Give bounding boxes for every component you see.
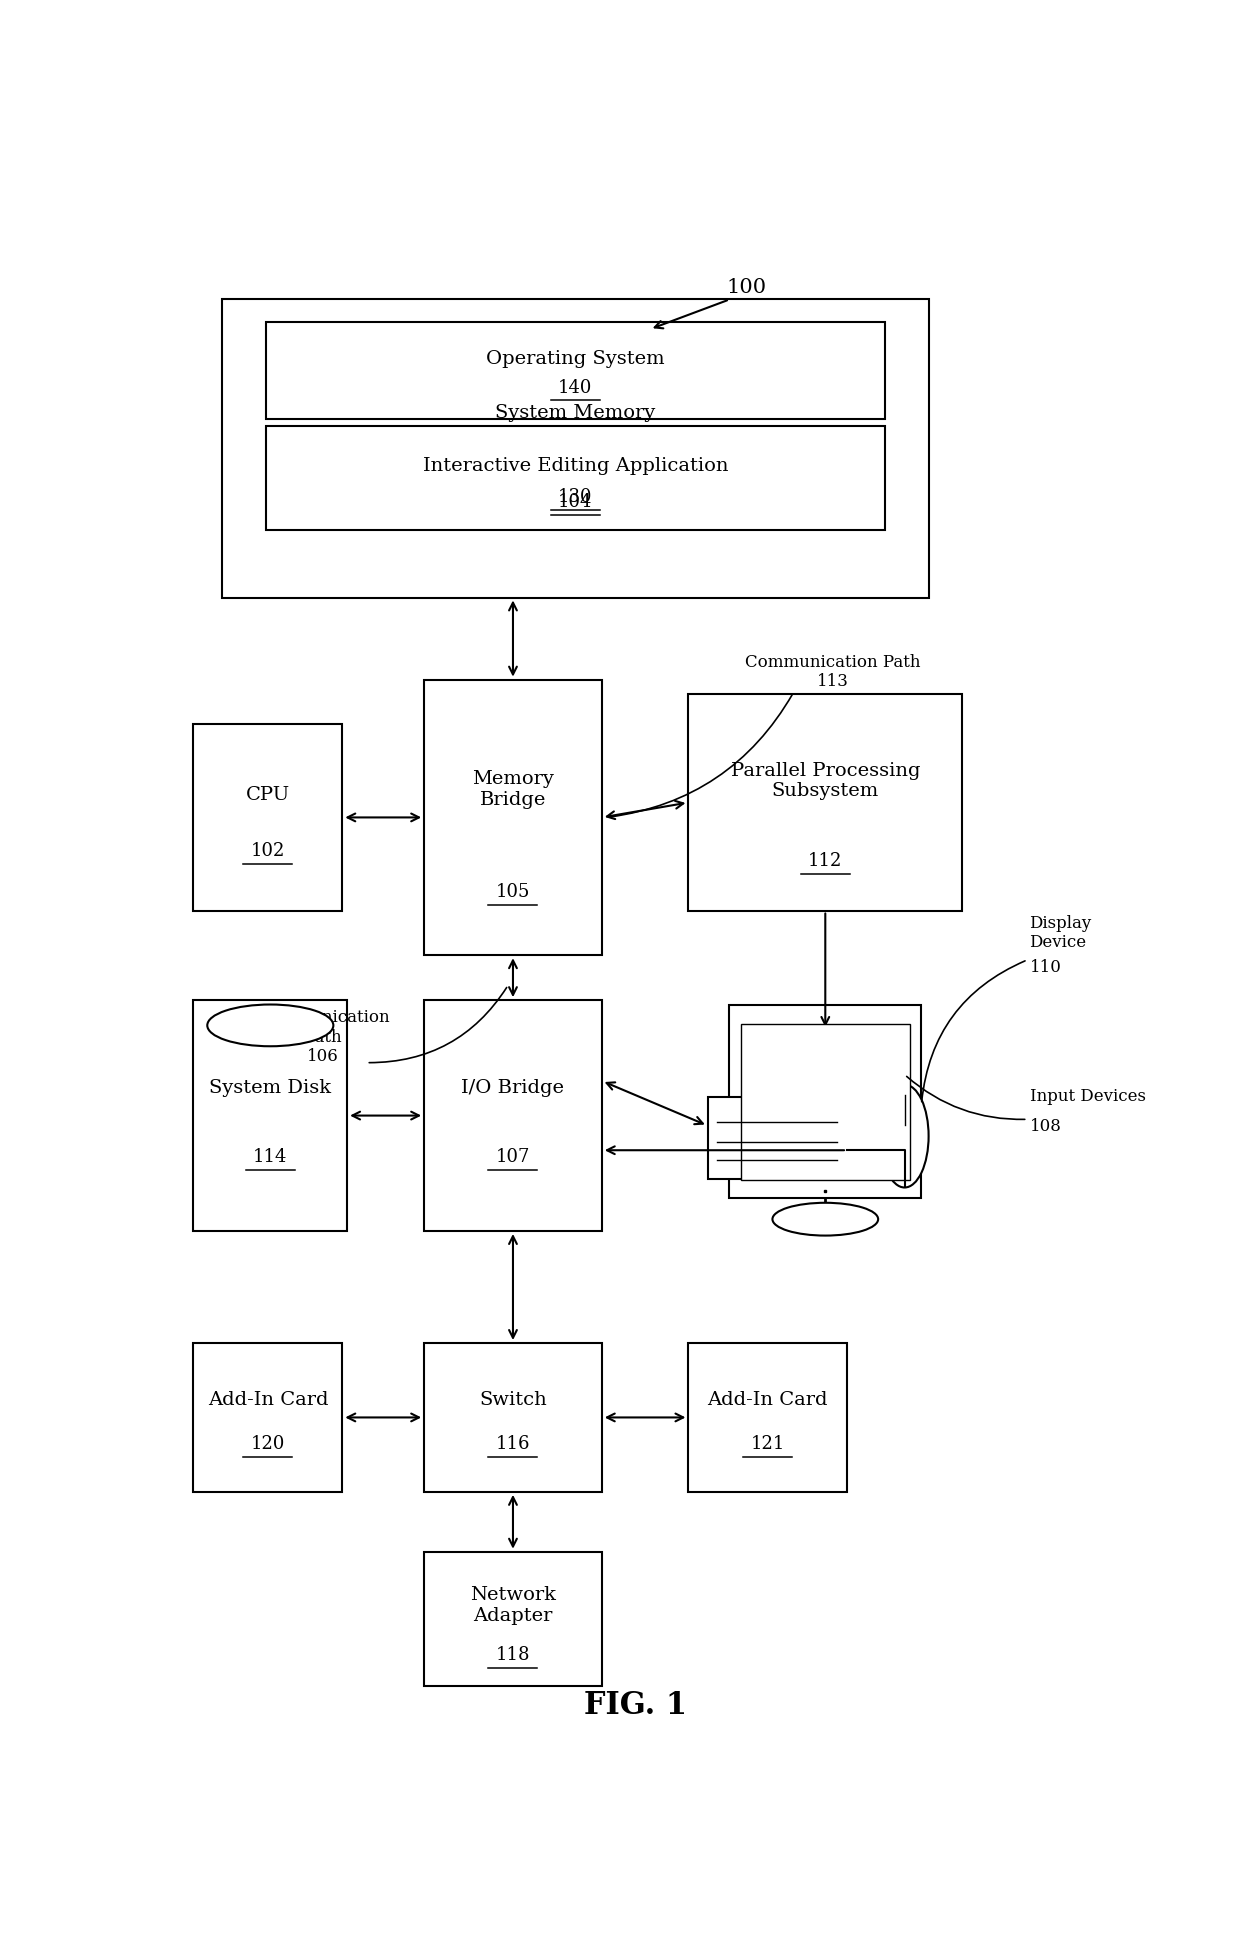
Text: Network
Adapter: Network Adapter <box>470 1586 556 1624</box>
Ellipse shape <box>773 1202 878 1235</box>
Ellipse shape <box>207 1005 334 1045</box>
Text: 105: 105 <box>496 883 531 900</box>
Text: 140: 140 <box>558 379 593 397</box>
Text: 108: 108 <box>1029 1119 1061 1134</box>
Text: CPU: CPU <box>246 786 290 803</box>
Text: 100: 100 <box>725 279 766 296</box>
Bar <box>193 1344 342 1493</box>
Text: 120: 120 <box>250 1435 285 1454</box>
Bar <box>729 1005 921 1198</box>
Bar <box>708 1098 847 1179</box>
Text: Switch: Switch <box>479 1390 547 1409</box>
Text: 110: 110 <box>1029 958 1061 976</box>
Text: Display
Device: Display Device <box>1029 914 1091 951</box>
Text: Communication
Path
106: Communication Path 106 <box>257 1009 389 1065</box>
Text: Add-In Card: Add-In Card <box>207 1390 329 1409</box>
Text: Communication Path
113: Communication Path 113 <box>745 654 920 691</box>
Text: Memory
Bridge: Memory Bridge <box>472 771 554 809</box>
Text: System Disk: System Disk <box>210 1078 331 1098</box>
Text: 112: 112 <box>808 852 842 869</box>
Text: FIG. 1: FIG. 1 <box>584 1690 687 1721</box>
Text: 114: 114 <box>253 1148 288 1165</box>
Text: System Memory: System Memory <box>495 405 656 422</box>
Text: 116: 116 <box>496 1435 531 1454</box>
Text: 107: 107 <box>496 1148 531 1165</box>
Bar <box>193 724 342 910</box>
Bar <box>740 1024 910 1181</box>
Text: Interactive Editing Application: Interactive Editing Application <box>423 457 728 474</box>
Bar <box>688 695 962 910</box>
Text: Input Devices: Input Devices <box>1029 1088 1146 1105</box>
Text: 102: 102 <box>250 842 285 860</box>
Bar <box>222 300 929 598</box>
Text: 118: 118 <box>496 1646 531 1663</box>
Bar <box>265 321 885 418</box>
Text: 121: 121 <box>750 1435 785 1454</box>
Text: Add-In Card: Add-In Card <box>707 1390 828 1409</box>
Text: I/O Bridge: I/O Bridge <box>461 1078 564 1098</box>
Bar <box>424 1001 601 1231</box>
Text: Operating System: Operating System <box>486 350 665 368</box>
Ellipse shape <box>880 1084 929 1187</box>
Bar <box>688 1344 847 1493</box>
Bar <box>424 1551 601 1686</box>
Text: 130: 130 <box>558 488 593 505</box>
Bar <box>265 426 885 530</box>
Bar <box>193 1001 347 1231</box>
Bar <box>424 680 601 954</box>
Text: Parallel Processing
Subsystem: Parallel Processing Subsystem <box>730 761 920 800</box>
Bar <box>424 1344 601 1493</box>
Text: 104: 104 <box>558 494 593 511</box>
